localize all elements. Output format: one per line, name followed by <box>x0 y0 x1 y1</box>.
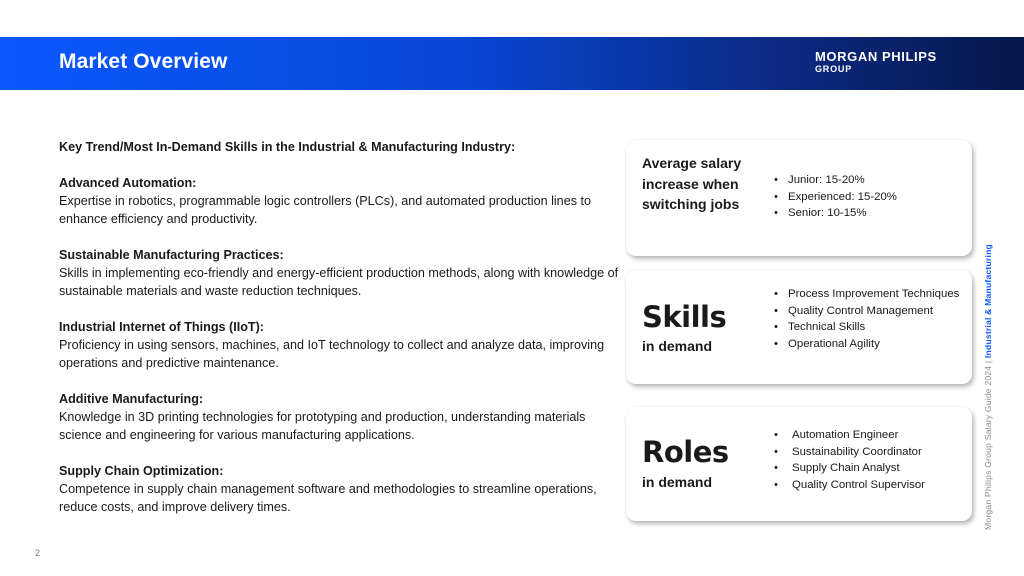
salary-increase-label: Average salary increase when switching j… <box>642 155 742 212</box>
header-bar: Market Overview MORGAN PHILIPS GROUP <box>0 37 1024 90</box>
section-supply-chain: Supply Chain Optimization: Competence in… <box>59 462 619 516</box>
section-body: Competence in supply chain management so… <box>59 482 597 514</box>
list-item: Senior: 10-15% <box>772 205 962 222</box>
skills-title: Skills <box>642 300 727 334</box>
section-additive-manufacturing: Additive Manufacturing: Knowledge in 3D … <box>59 390 619 444</box>
page-number: 2 <box>35 548 41 558</box>
salary-increase-card: Average salary increase when switching j… <box>626 140 972 256</box>
salary-increase-list: Junior: 15-20% Experienced: 15-20% Senio… <box>772 172 962 222</box>
roles-subtitle: in demand <box>642 474 713 490</box>
roles-list: Automation Engineer Sustainability Coord… <box>772 427 968 493</box>
section-body: Skills in implementing eco-friendly and … <box>59 266 619 298</box>
guide-name: Morgan Philips Group Salary Guide 2024 | <box>983 358 993 530</box>
section-title: Supply Chain Optimization: <box>59 464 224 478</box>
company-logo: MORGAN PHILIPS GROUP <box>815 50 937 74</box>
main-content: Key Trend/Most In-Demand Skills in the I… <box>59 138 619 516</box>
list-item: Automation Engineer <box>772 427 968 444</box>
list-item: Experienced: 15-20% <box>772 189 962 206</box>
roles-title: Roles <box>642 435 729 469</box>
list-item: Sustainability Coordinator <box>772 444 968 461</box>
section-title: Industrial Internet of Things (IIoT): <box>59 320 264 334</box>
list-item: Operational Agility <box>772 336 968 353</box>
logo-wordmark: MORGAN PHILIPS <box>815 49 937 64</box>
skills-subtitle: in demand <box>642 338 713 354</box>
vertical-footer-text: Morgan Philips Group Salary Guide 2024 |… <box>983 244 993 530</box>
section-sustainable-manufacturing: Sustainable Manufacturing Practices: Ski… <box>59 246 619 300</box>
section-body: Expertise in robotics, programmable logi… <box>59 194 591 226</box>
section-title: Advanced Automation: <box>59 176 197 190</box>
skills-list: Process Improvement Techniques Quality C… <box>772 286 968 352</box>
list-item: Technical Skills <box>772 319 968 336</box>
section-advanced-automation: Advanced Automation: Expertise in roboti… <box>59 174 619 228</box>
section-body: Knowledge in 3D printing technologies fo… <box>59 410 586 442</box>
section-iiot: Industrial Internet of Things (IIoT): Pr… <box>59 318 619 372</box>
page-title: Market Overview <box>59 50 228 73</box>
section-title: Additive Manufacturing: <box>59 392 204 406</box>
list-item: Supply Chain Analyst <box>772 460 968 477</box>
list-item: Quality Control Supervisor <box>772 477 968 494</box>
content-heading: Key Trend/Most In-Demand Skills in the I… <box>59 140 516 154</box>
list-item: Process Improvement Techniques <box>772 286 968 303</box>
roles-card: Roles in demand Automation Engineer Sust… <box>626 407 972 521</box>
logo-subtext: GROUP <box>815 64 853 74</box>
section-body: Proficiency in using sensors, machines, … <box>59 338 605 370</box>
industry-name: Industrial & Manufacturing <box>983 244 993 359</box>
list-item: Junior: 15-20% <box>772 172 962 189</box>
list-item: Quality Control Management <box>772 303 968 320</box>
section-title: Sustainable Manufacturing Practices: <box>59 248 284 262</box>
skills-card: Skills in demand Process Improvement Tec… <box>626 270 972 384</box>
